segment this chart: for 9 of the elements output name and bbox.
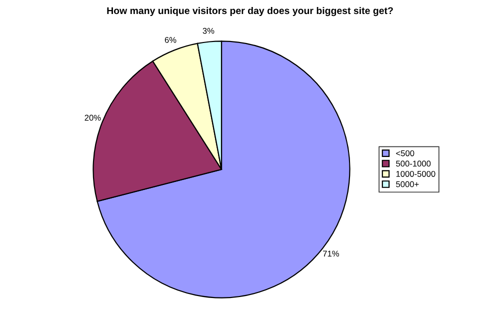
legend-label: 1000-5000 bbox=[396, 170, 436, 177]
legend-label: 500-1000 bbox=[396, 160, 431, 167]
data-label: 71% bbox=[323, 250, 339, 257]
legend-label: <500 bbox=[396, 150, 414, 156]
data-label: 20% bbox=[84, 114, 101, 121]
legend-label: 5000+ bbox=[396, 181, 419, 188]
data-label: 6% bbox=[164, 36, 176, 43]
chart-title: How many unique visitors per day does your biggest site get? bbox=[107, 6, 393, 16]
data-label: 3% bbox=[202, 28, 214, 34]
